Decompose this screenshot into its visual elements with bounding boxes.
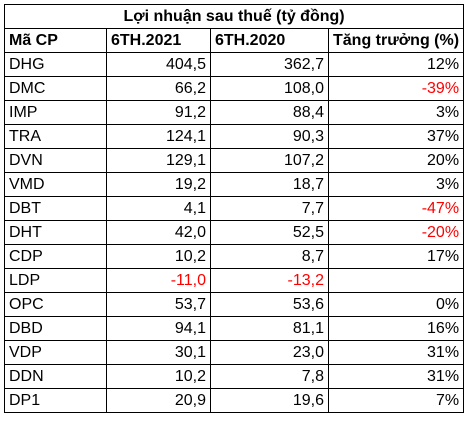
- profit-2021-cell: 4,1: [106, 196, 211, 221]
- header-row: Mã CP 6TH.2021 6TH.2020 Tăng trưởng (%): [4, 28, 465, 53]
- ticker-cell: DHG: [4, 52, 107, 77]
- table-row: DP1 20,9 19,6 7%: [4, 388, 465, 413]
- profit-2020-cell: 90,3: [210, 124, 329, 149]
- header-growth: Tăng trưởng (%): [327, 28, 465, 53]
- title-row: Lợi nhuận sau thuế (tỷ đồng): [3, 4, 465, 29]
- profit-2020-cell: 81,1: [210, 316, 329, 341]
- profit-2021-cell: -11,0: [106, 268, 211, 293]
- ticker-cell: VDP: [4, 340, 107, 365]
- profit-2020-cell: 53,6: [210, 292, 329, 317]
- growth-cell: -39%: [327, 76, 465, 101]
- growth-cell: -20%: [327, 220, 465, 245]
- profit-2020-cell: 18,7: [210, 172, 329, 197]
- profit-2021-cell: 42,0: [106, 220, 211, 245]
- growth-cell: 3%: [327, 100, 465, 125]
- table-row: VDP 30,1 23,0 31%: [4, 340, 465, 365]
- ticker-cell: DBT: [4, 196, 107, 221]
- growth-cell: 20%: [327, 148, 465, 173]
- profit-2020-cell: 107,2: [210, 148, 329, 173]
- profit-2021-cell: 66,2: [106, 76, 211, 101]
- table-row: VMD 19,2 18,7 3%: [4, 172, 465, 197]
- growth-cell: 12%: [327, 52, 465, 77]
- profit-2020-cell: 52,5: [210, 220, 329, 245]
- ticker-cell: CDP: [4, 244, 107, 269]
- table-body: DHG 404,5 362,7 12% DMC 66,2 108,0 -39% IMP 91,2 8…: [4, 52, 465, 413]
- profit-2021-cell: 30,1: [106, 340, 211, 365]
- header-6th-2021: 6TH.2021: [106, 28, 211, 53]
- profit-2020-cell: 19,6: [210, 388, 329, 413]
- table-row: DBD 94,1 81,1 16%: [4, 316, 465, 341]
- profit-2021-cell: 404,5: [106, 52, 211, 77]
- growth-cell: 0%: [327, 292, 465, 317]
- ticker-cell: OPC: [4, 292, 107, 317]
- ticker-cell: VMD: [4, 172, 107, 197]
- growth-cell: 3%: [327, 172, 465, 197]
- table-row: DDN 10,2 7,8 31%: [4, 364, 465, 389]
- growth-cell: 37%: [327, 124, 465, 149]
- profit-2020-cell: 362,7: [210, 52, 329, 77]
- ticker-cell: TRA: [4, 124, 107, 149]
- growth-cell: [327, 268, 465, 293]
- profit-2021-cell: 124,1: [106, 124, 211, 149]
- growth-cell: 31%: [327, 340, 465, 365]
- ticker-cell: LDP: [4, 268, 107, 293]
- profit-table: Lợi nhuận sau thuế (tỷ đồng) Mã CP 6TH.2…: [3, 4, 465, 413]
- table-row: DHG 404,5 362,7 12%: [4, 52, 465, 77]
- growth-cell: 7%: [327, 388, 465, 413]
- header-ticker: Mã CP: [4, 28, 107, 53]
- profit-2020-cell: 23,0: [210, 340, 329, 365]
- growth-cell: 16%: [327, 316, 465, 341]
- growth-cell: 17%: [327, 244, 465, 269]
- profit-2021-cell: 10,2: [106, 364, 211, 389]
- ticker-cell: DHT: [4, 220, 107, 245]
- table-row: CDP 10,2 8,7 17%: [4, 244, 465, 269]
- table-row: DHT 42,0 52,5 -20%: [4, 220, 465, 245]
- profit-2020-cell: 108,0: [210, 76, 329, 101]
- growth-cell: -47%: [327, 196, 465, 221]
- profit-2020-cell: 7,7: [210, 196, 329, 221]
- header-6th-2020: 6TH.2020: [210, 28, 329, 53]
- ticker-cell: DMC: [4, 76, 107, 101]
- profit-2021-cell: 53,7: [106, 292, 211, 317]
- profit-2021-cell: 94,1: [106, 316, 211, 341]
- ticker-cell: DBD: [4, 316, 107, 341]
- table-row: LDP -11,0 -13,2: [4, 268, 465, 293]
- table-title: Lợi nhuận sau thuế (tỷ đồng): [3, 4, 465, 29]
- ticker-cell: DDN: [4, 364, 107, 389]
- profit-2021-cell: 129,1: [106, 148, 211, 173]
- profit-2020-cell: 88,4: [210, 100, 329, 125]
- profit-2021-cell: 10,2: [106, 244, 211, 269]
- profit-2021-cell: 19,2: [106, 172, 211, 197]
- growth-cell: 31%: [327, 364, 465, 389]
- ticker-cell: DVN: [4, 148, 107, 173]
- table-row: DMC 66,2 108,0 -39%: [4, 76, 465, 101]
- profit-2020-cell: 7,8: [210, 364, 329, 389]
- ticker-cell: DP1: [4, 388, 107, 413]
- profit-2021-cell: 20,9: [106, 388, 211, 413]
- profit-2021-cell: 91,2: [106, 100, 211, 125]
- profit-2020-cell: 8,7: [210, 244, 329, 269]
- table-row: DVN 129,1 107,2 20%: [4, 148, 465, 173]
- table-row: TRA 124,1 90,3 37%: [4, 124, 465, 149]
- table-row: DBT 4,1 7,7 -47%: [4, 196, 465, 221]
- profit-2020-cell: -13,2: [210, 268, 329, 293]
- table-row: OPC 53,7 53,6 0%: [4, 292, 465, 317]
- table-row: IMP 91,2 88,4 3%: [4, 100, 465, 125]
- ticker-cell: IMP: [4, 100, 107, 125]
